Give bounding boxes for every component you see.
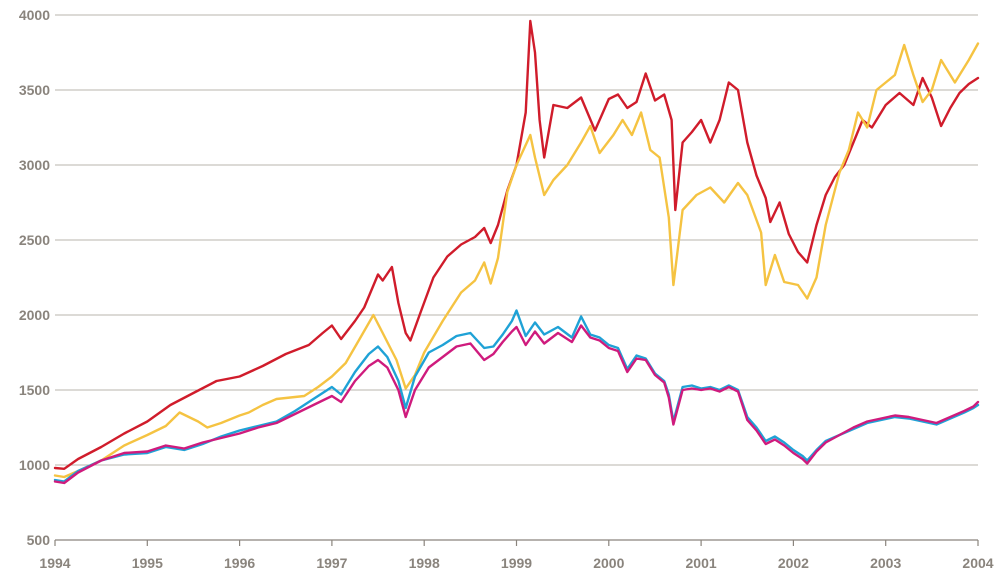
x-tick-label: 1998 xyxy=(409,555,440,571)
x-tick-label: 2002 xyxy=(778,555,809,571)
gridlines xyxy=(55,14,978,466)
y-tick-label: 2500 xyxy=(19,232,50,248)
y-tick-label: 2000 xyxy=(19,307,50,323)
x-tick-label: 2001 xyxy=(686,555,717,571)
x-axis-tick-labels: 1994 1995 1996 1997 1998 1999 2000 2001 2002 2003… xyxy=(39,555,993,571)
y-tick-label: 3000 xyxy=(19,157,50,173)
x-tick-label: 1999 xyxy=(501,555,532,571)
y-tick-label: 1000 xyxy=(19,457,50,473)
series-lines xyxy=(53,19,980,485)
x-tick-label: 2000 xyxy=(593,555,624,571)
x-axis xyxy=(54,539,979,546)
y-tick-label: 4000 xyxy=(19,7,50,23)
x-tick-label: 1995 xyxy=(132,555,163,571)
x-tick-label: 2004 xyxy=(962,555,993,571)
x-tick-label: 1996 xyxy=(224,555,255,571)
x-tick-label: 1994 xyxy=(39,555,70,571)
series-line-4 xyxy=(53,324,980,485)
series-line-1 xyxy=(53,19,980,470)
x-tick-label: 1997 xyxy=(316,555,347,571)
series-line-2 xyxy=(53,42,980,479)
series-line-3 xyxy=(53,309,980,483)
x-tick-label: 2003 xyxy=(870,555,901,571)
y-tick-label: 1500 xyxy=(19,382,50,398)
y-axis-tick-labels: 500 1000 1500 2000 2500 3000 3500 4000 xyxy=(19,7,50,548)
y-tick-label: 500 xyxy=(27,532,51,548)
y-tick-label: 3500 xyxy=(19,82,50,98)
